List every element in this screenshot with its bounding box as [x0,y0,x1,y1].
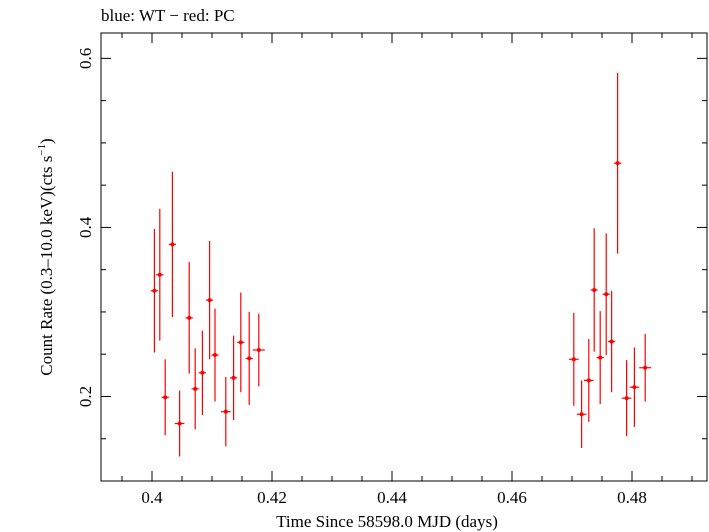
data-marker [223,409,228,414]
data-marker [571,357,576,362]
data-point [230,335,238,421]
axis-ticks [101,33,707,482]
data-point [596,311,604,405]
data-point [161,359,169,436]
chart-title: blue: WT − red: PC [101,6,235,25]
data-marker [247,356,252,361]
data-point [237,292,245,393]
x-tick-label: 0.44 [377,488,407,507]
data-points [150,72,652,457]
data-marker [604,292,609,297]
data-point [198,330,206,416]
data-point [576,380,587,449]
data-point [614,72,622,254]
data-marker [163,395,168,400]
data-marker [586,378,591,383]
y-tick-label: 0.2 [76,386,95,407]
data-marker [598,355,603,360]
data-point [639,333,652,402]
data-marker [200,370,205,375]
data-marker [231,375,236,380]
data-marker [157,272,162,277]
data-marker [632,385,637,390]
data-point [156,208,164,341]
x-tick-label: 0.4 [141,488,163,507]
data-point [569,312,579,406]
data-marker [609,339,614,344]
data-marker [213,353,217,358]
data-point [629,347,640,427]
x-axis-label: Time Since 58598.0 MJD (days) [276,512,498,531]
data-point [608,290,616,393]
data-marker [643,365,648,370]
y-tick-label: 0.6 [76,48,95,69]
data-marker [238,340,243,345]
data-point [191,348,199,430]
axis-tick-labels: 0.4 0.42 0.44 0.46 0.48 0.2 0.4 0.6 [76,48,647,507]
data-marker [256,347,261,352]
plot-frame [100,32,708,482]
data-point [245,311,253,405]
data-point [211,308,219,402]
data-point [168,171,176,318]
data-point [252,313,265,387]
data-point [150,229,158,353]
y-axis-label: Count Rate (0.3–10.0 keV)(cts s−1) [36,138,56,375]
data-marker [187,315,192,320]
x-tick-label: 0.46 [497,488,527,507]
data-point [590,228,598,352]
data-marker [579,412,584,417]
data-point [221,377,231,447]
data-point [621,360,632,437]
data-point [602,233,610,356]
data-marker [170,242,175,247]
x-tick-label: 0.42 [257,488,287,507]
data-point [174,390,185,457]
data-point [206,240,214,360]
data-point [185,262,193,374]
x-tick-label: 0.48 [617,488,647,507]
data-marker [207,298,212,303]
data-marker [177,421,182,426]
data-marker [592,287,597,292]
data-marker [615,161,620,166]
y-tick-label: 0.4 [76,216,95,238]
data-marker [193,386,198,391]
data-marker [624,396,629,401]
data-point [584,338,594,422]
data-marker [152,288,157,293]
